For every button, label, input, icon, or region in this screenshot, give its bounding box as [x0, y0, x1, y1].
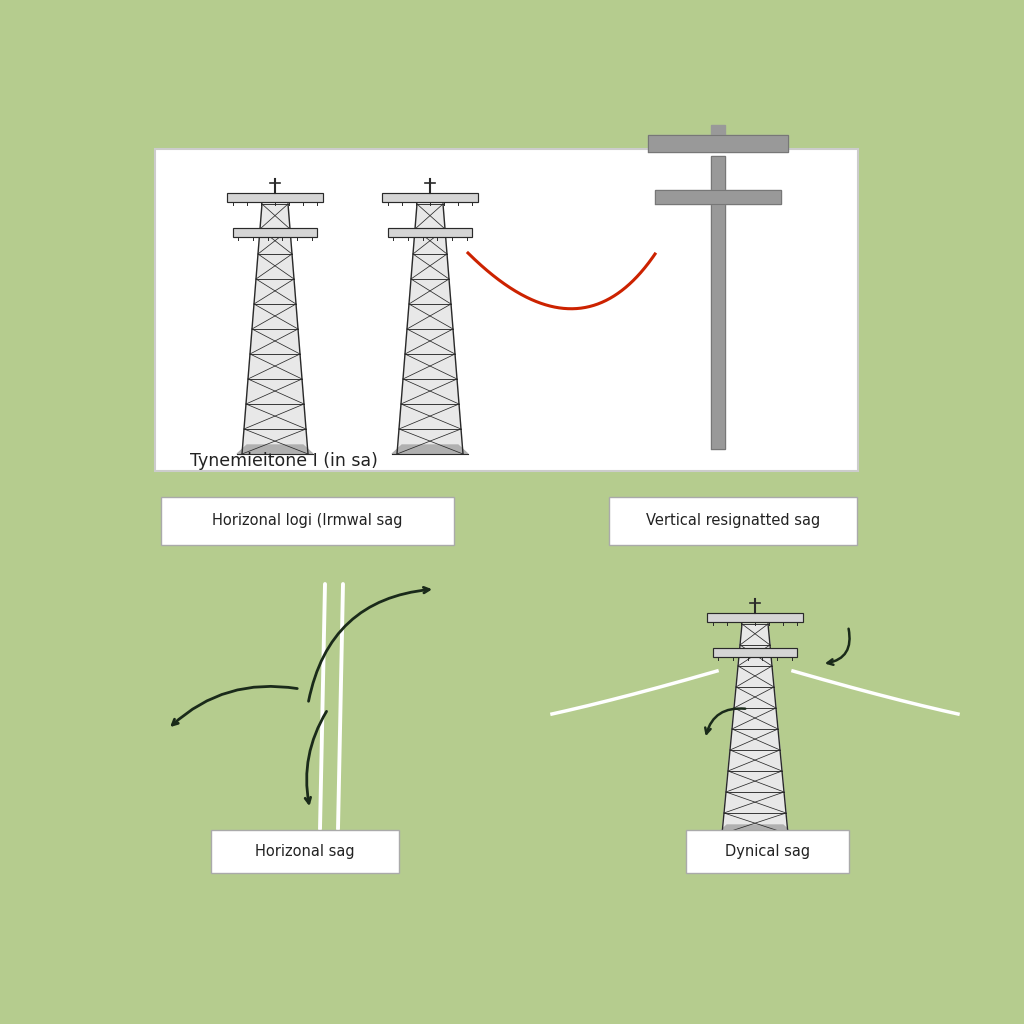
- Polygon shape: [655, 190, 781, 204]
- FancyBboxPatch shape: [388, 228, 472, 237]
- Polygon shape: [711, 156, 725, 449]
- Text: Vertical resignatted sag: Vertical resignatted sag: [646, 513, 820, 528]
- Text: Tynemieitone I (in sa): Tynemieitone I (in sa): [190, 452, 378, 470]
- Polygon shape: [397, 204, 463, 454]
- Polygon shape: [717, 825, 793, 834]
- FancyBboxPatch shape: [609, 497, 857, 545]
- Polygon shape: [392, 445, 468, 454]
- Polygon shape: [711, 125, 725, 135]
- FancyBboxPatch shape: [713, 648, 797, 657]
- Polygon shape: [722, 624, 788, 834]
- FancyBboxPatch shape: [707, 613, 803, 622]
- Polygon shape: [242, 204, 308, 454]
- Text: Horizonal sag: Horizonal sag: [255, 844, 354, 859]
- Polygon shape: [648, 135, 788, 152]
- Text: Horizonal logi (Irmwal sag: Horizonal logi (Irmwal sag: [212, 513, 402, 528]
- FancyBboxPatch shape: [686, 830, 849, 873]
- FancyBboxPatch shape: [155, 150, 858, 471]
- FancyBboxPatch shape: [382, 193, 478, 202]
- FancyBboxPatch shape: [211, 830, 399, 873]
- FancyBboxPatch shape: [161, 497, 454, 545]
- FancyBboxPatch shape: [227, 193, 323, 202]
- FancyBboxPatch shape: [233, 228, 317, 237]
- Polygon shape: [237, 445, 313, 454]
- Text: Dynical sag: Dynical sag: [725, 844, 810, 859]
